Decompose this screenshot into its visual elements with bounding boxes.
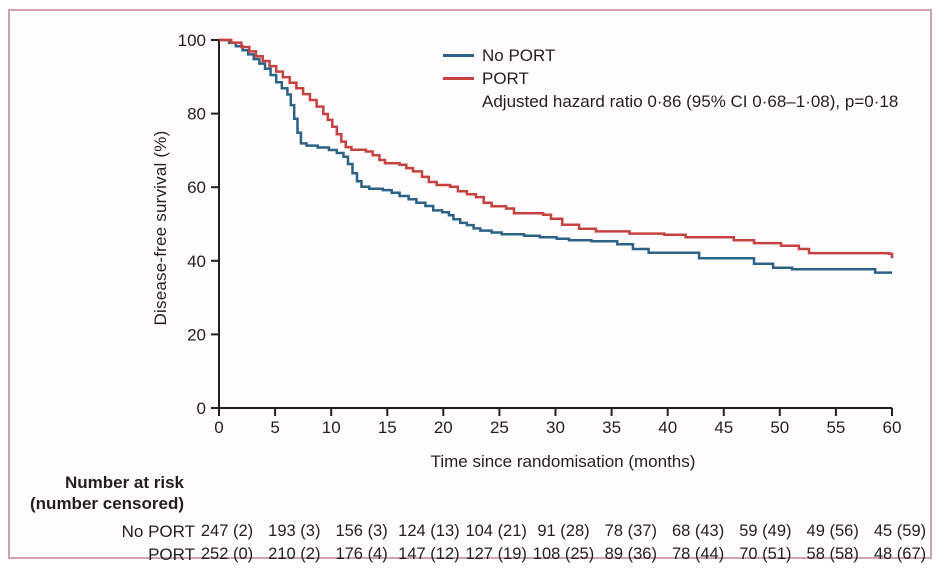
risk-table-header: Number at risk (number censored) [10,472,184,514]
x-tick-label: 60 [883,418,902,437]
x-tick-label: 55 [826,418,845,437]
risk-value: 247 (2) [200,522,254,540]
risk-value: 48 (67) [873,545,927,563]
risk-table-header-line2: (number censored) [30,494,184,513]
x-tick-label: 25 [490,418,509,437]
x-tick-label: 40 [658,418,677,437]
risk-value: 58 (58) [806,545,859,563]
risk-value: 108 (25) [532,545,595,563]
risk-value: 59 (49) [739,522,792,540]
x-axis-title: Time since randomisation (months) [430,452,696,471]
risk-value: 70 (51) [739,545,792,563]
port-line-icon [443,77,474,80]
risk-table-header-line1: Number at risk [64,473,184,492]
risk-value: 89 (36) [604,545,657,563]
y-tick-label: 100 [178,31,206,50]
risk-value: 45 (59) [873,522,927,540]
risk-value: 193 (3) [268,522,321,540]
risk-row-label-no-port: No PORT [121,522,195,541]
legend-label-no-port: No PORT [482,45,556,65]
x-tick-label: 5 [270,418,279,437]
hazard-ratio-annotation: Adjusted hazard ratio 0·86 (95% CI 0·68–… [482,91,899,111]
risk-value: 252 (0) [200,545,254,563]
x-tick-label: 15 [378,418,397,437]
y-tick-label: 80 [187,105,206,124]
risk-value: 210 (2) [268,545,321,563]
risk-value: 78 (37) [604,522,657,540]
risk-value: 124 (13) [398,522,460,540]
x-tick-label: 35 [602,418,621,437]
risk-value: 68 (43) [671,522,725,540]
x-tick-label: 0 [214,418,223,437]
y-tick-label: 20 [187,325,206,344]
hazard-ratio-row: Adjusted hazard ratio 0·86 (95% CI 0·68–… [443,90,898,113]
figure-frame: 0 5 10 15 20 25 30 35 40 45 50 55 60 0 20 40 60 80 100 Dis… [8,9,932,564]
risk-value: 104 (21) [465,522,527,540]
x-tick-label: 10 [322,418,341,437]
x-tick-label: 50 [770,418,789,437]
risk-value: 78 (44) [671,545,725,563]
x-tick-label: 20 [434,418,453,437]
y-tick-label: 60 [187,178,206,197]
y-tick-label: 0 [197,399,206,418]
risk-value: 156 (3) [335,522,388,540]
risk-value: 127 (19) [465,545,527,563]
legend-label-port: PORT [482,68,529,88]
legend-item-port: PORT [443,67,898,90]
y-axis-title: Disease-free survival (%) [151,130,170,326]
legend-item-no-port: No PORT [443,44,898,67]
x-tick-label: 45 [714,418,733,437]
legend: No PORT PORT Adjusted hazard ratio 0·86 … [443,44,898,113]
risk-value: 91 (28) [537,522,590,540]
y-tick-label: 40 [187,252,206,271]
risk-value: 147 (12) [398,545,460,563]
risk-value: 49 (56) [806,522,859,540]
risk-row-label-port: PORT [148,545,195,564]
no-port-line-icon [443,54,474,57]
risk-value: 176 (4) [335,545,388,563]
x-tick-label: 30 [546,418,565,437]
